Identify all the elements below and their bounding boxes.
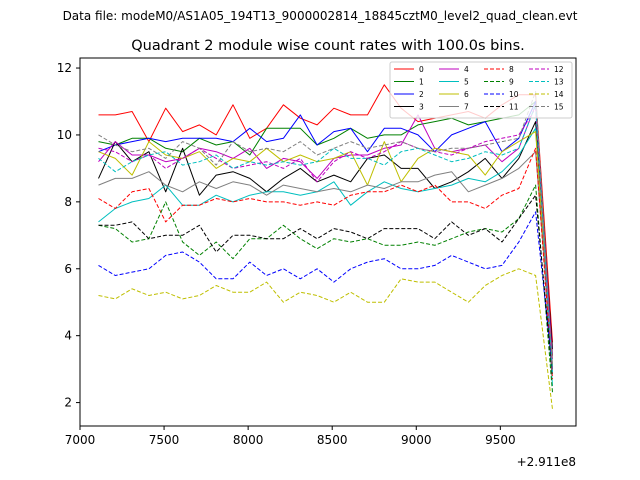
- series-line-6: [98, 131, 553, 366]
- legend-label-9: 9: [509, 78, 514, 87]
- legend-label-15: 15: [554, 103, 564, 112]
- y-tick-label: 8: [64, 195, 72, 209]
- legend-label-6: 6: [464, 90, 469, 99]
- y-tick-label: 12: [57, 61, 72, 75]
- y-tick-label: 10: [57, 128, 72, 142]
- legend-label-14: 14: [554, 90, 564, 99]
- series-line-13: [98, 104, 553, 373]
- series-line-7: [98, 151, 553, 366]
- legend-label-7: 7: [464, 103, 469, 112]
- series-line-8: [98, 147, 553, 380]
- legend-label-1: 1: [419, 78, 424, 87]
- series-line-15: [98, 91, 553, 373]
- legend-label-12: 12: [554, 65, 564, 74]
- legend-label-10: 10: [509, 90, 519, 99]
- series-line-9: [98, 184, 553, 393]
- legend-label-11: 11: [509, 103, 519, 112]
- series-line-5: [98, 127, 553, 386]
- x-tick-label: 9500: [485, 433, 516, 447]
- x-tick-label: 7000: [65, 433, 96, 447]
- y-tick-label: 2: [64, 396, 72, 410]
- legend-label-0: 0: [419, 65, 424, 74]
- x-offset-label: +2.911e8: [517, 455, 576, 469]
- series-line-0: [98, 84, 553, 343]
- y-tick-label: 6: [64, 262, 72, 276]
- x-tick-label: 8000: [233, 433, 264, 447]
- series-line-10: [98, 211, 553, 370]
- series-line-12: [98, 107, 553, 373]
- legend-label-8: 8: [509, 65, 514, 74]
- legend-label-3: 3: [419, 103, 424, 112]
- series-layer: [98, 84, 553, 410]
- legend-label-2: 2: [419, 90, 424, 99]
- legend-label-4: 4: [464, 65, 469, 74]
- series-line-11: [98, 194, 553, 376]
- chart-suptitle: Data file: modeM0/AS1A05_194T13_90000028…: [63, 9, 578, 23]
- legend-box: [389, 61, 573, 119]
- y-tick-label: 4: [64, 329, 72, 343]
- series-line-4: [98, 104, 553, 360]
- legend-label-5: 5: [464, 78, 469, 87]
- x-tick-label: 9000: [401, 433, 432, 447]
- x-tick-label: 8500: [317, 433, 348, 447]
- x-tick-label: 7500: [149, 433, 180, 447]
- series-line-2: [98, 101, 553, 370]
- legend-label-13: 13: [554, 78, 564, 87]
- series-line-14: [98, 268, 553, 410]
- chart-title: Quadrant 2 module wise count rates with …: [131, 38, 525, 54]
- plot-frame: [79, 57, 577, 427]
